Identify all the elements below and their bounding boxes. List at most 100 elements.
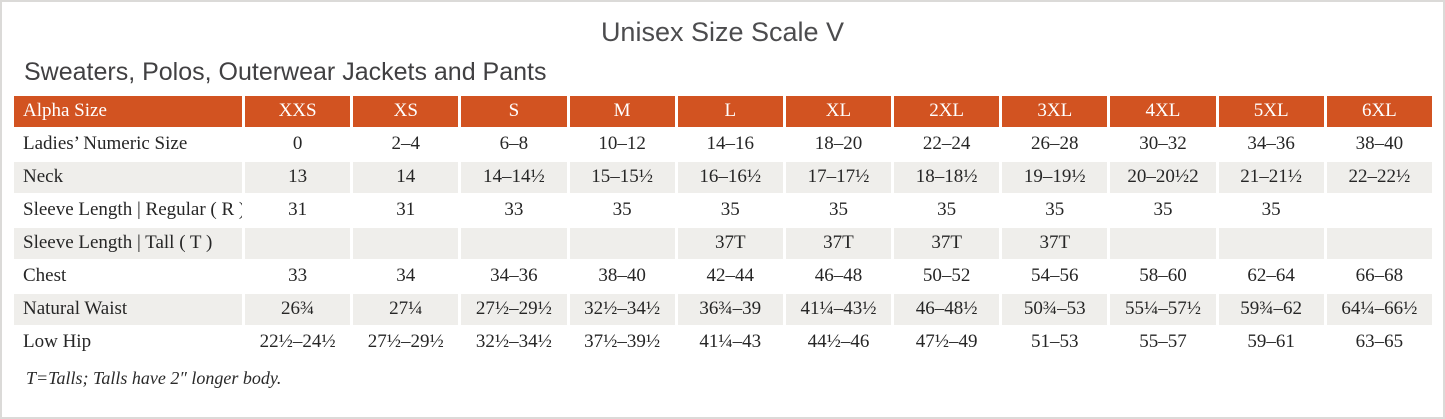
size-cell: 30–32 xyxy=(1110,128,1216,160)
row-label: Sleeve Length | Tall ( T ) xyxy=(14,227,242,259)
column-header-alpha-size: Alpha Size xyxy=(14,95,242,127)
size-cell: 31 xyxy=(245,194,351,226)
size-cell: 35 xyxy=(1110,194,1216,226)
size-cell: 37T xyxy=(785,227,892,259)
size-cell: 37T xyxy=(677,227,783,259)
page-title: Unisex Size Scale V xyxy=(600,17,845,47)
size-cell: 35 xyxy=(569,194,675,226)
size-cell: 38–40 xyxy=(1326,128,1432,160)
size-cell: 58–60 xyxy=(1110,260,1216,292)
column-header-5xl: 5XL xyxy=(1218,95,1324,127)
size-cell: 47½–49 xyxy=(894,326,1000,358)
size-cell: 33 xyxy=(245,260,351,292)
size-cell: 35 xyxy=(1002,194,1108,226)
section-subtitle: Sweaters, Polos, Outerwear Jackets and P… xyxy=(24,58,547,87)
size-cell: 37T xyxy=(1002,227,1108,259)
size-cell: 27½–29½ xyxy=(461,293,567,325)
table-row-sleeve-length-regular: Sleeve Length | Regular ( R ) 31 31 33 3… xyxy=(14,194,1432,226)
size-cell: 22½–24½ xyxy=(245,326,351,358)
size-cell: 0 xyxy=(245,128,351,160)
column-header-xs: XS xyxy=(353,95,459,127)
size-cell: 19–19½ xyxy=(1002,161,1108,193)
column-header-l: L xyxy=(677,95,783,127)
column-header-2xl: 2XL xyxy=(894,95,1000,127)
size-cell: 27½–29½ xyxy=(353,326,459,358)
size-cell: 64¼–66½ xyxy=(1326,293,1432,325)
size-cell: 22–22½ xyxy=(1326,161,1432,193)
column-header-m: M xyxy=(569,95,675,127)
row-label: Natural Waist xyxy=(14,293,242,325)
size-cell: 2–4 xyxy=(353,128,459,160)
size-cell: 13 xyxy=(245,161,351,193)
size-cell: 35 xyxy=(785,194,892,226)
size-cell xyxy=(569,227,675,259)
size-cell: 27¼ xyxy=(353,293,459,325)
size-cell: 55¼–57½ xyxy=(1110,293,1216,325)
size-cell: 32½–34½ xyxy=(461,326,567,358)
size-cell: 18–18½ xyxy=(894,161,1000,193)
size-cell xyxy=(1326,227,1432,259)
size-cell: 55–57 xyxy=(1110,326,1216,358)
size-cell xyxy=(461,227,567,259)
column-header-6xl: 6XL xyxy=(1326,95,1432,127)
size-cell: 50–52 xyxy=(894,260,1000,292)
size-cell xyxy=(353,227,459,259)
size-cell: 50¾–53 xyxy=(1002,293,1108,325)
size-cell: 33 xyxy=(461,194,567,226)
size-cell: 15–15½ xyxy=(569,161,675,193)
size-cell: 35 xyxy=(894,194,1000,226)
size-cell: 36¾–39 xyxy=(677,293,783,325)
size-cell: 34–36 xyxy=(1218,128,1324,160)
row-label: Sleeve Length | Regular ( R ) xyxy=(14,194,242,226)
size-cell: 41¼–43 xyxy=(677,326,783,358)
size-cell: 38–40 xyxy=(569,260,675,292)
size-cell: 59¾–62 xyxy=(1218,293,1324,325)
column-header-xl: XL xyxy=(785,95,892,127)
size-cell: 34 xyxy=(353,260,459,292)
size-chart-table: Alpha Size XXS XS S M L XL 2XL 3XL 4XL 5… xyxy=(11,94,1435,360)
size-cell: 54–56 xyxy=(1002,260,1108,292)
size-cell: 63–65 xyxy=(1326,326,1432,358)
row-label: Chest xyxy=(14,260,242,292)
size-cell: 41¼–43½ xyxy=(785,293,892,325)
column-header-s: S xyxy=(461,95,567,127)
size-cell: 32½–34½ xyxy=(569,293,675,325)
table-row-sleeve-length-tall: Sleeve Length | Tall ( T ) 37T 37T 37T 3… xyxy=(14,227,1432,259)
size-cell: 17–17½ xyxy=(785,161,892,193)
table-row-ladies-numeric-size: Ladies’ Numeric Size 0 2–4 6–8 10–12 14–… xyxy=(14,128,1432,160)
column-header-4xl: 4XL xyxy=(1110,95,1216,127)
size-cell: 37½–39½ xyxy=(569,326,675,358)
size-cell: 66–68 xyxy=(1326,260,1432,292)
size-cell: 10–12 xyxy=(569,128,675,160)
size-cell: 14–16 xyxy=(677,128,783,160)
size-cell: 26–28 xyxy=(1002,128,1108,160)
size-cell: 35 xyxy=(677,194,783,226)
table-row-neck: Neck 13 14 14–14½ 15–15½ 16–16½ 17–17½ 1… xyxy=(14,161,1432,193)
column-header-xxs: XXS xyxy=(245,95,351,127)
row-label: Ladies’ Numeric Size xyxy=(14,128,242,160)
size-cell: 35 xyxy=(1218,194,1324,226)
size-cell: 26¾ xyxy=(245,293,351,325)
size-cell: 59–61 xyxy=(1218,326,1324,358)
size-cell: 22–24 xyxy=(894,128,1000,160)
size-cell xyxy=(1326,194,1432,226)
table-row-natural-waist: Natural Waist 26¾ 27¼ 27½–29½ 32½–34½ 36… xyxy=(14,293,1432,325)
size-cell: 31 xyxy=(353,194,459,226)
size-cell: 62–64 xyxy=(1218,260,1324,292)
footnote: T=Talls; Talls have 2″ longer body. xyxy=(26,367,282,388)
size-cell: 6–8 xyxy=(461,128,567,160)
size-cell: 34–36 xyxy=(461,260,567,292)
size-cell: 42–44 xyxy=(677,260,783,292)
row-label: Low Hip xyxy=(14,326,242,358)
size-cell: 16–16½ xyxy=(677,161,783,193)
size-cell: 21–21½ xyxy=(1218,161,1324,193)
size-cell xyxy=(1110,227,1216,259)
table-row-chest: Chest 33 34 34–36 38–40 42–44 46–48 50–5… xyxy=(14,260,1432,292)
table-row-low-hip: Low Hip 22½–24½ 27½–29½ 32½–34½ 37½–39½ … xyxy=(14,326,1432,358)
size-cell: 46–48½ xyxy=(894,293,1000,325)
row-label: Neck xyxy=(14,161,242,193)
column-header-3xl: 3XL xyxy=(1002,95,1108,127)
size-cell xyxy=(1218,227,1324,259)
size-cell: 18–20 xyxy=(785,128,892,160)
